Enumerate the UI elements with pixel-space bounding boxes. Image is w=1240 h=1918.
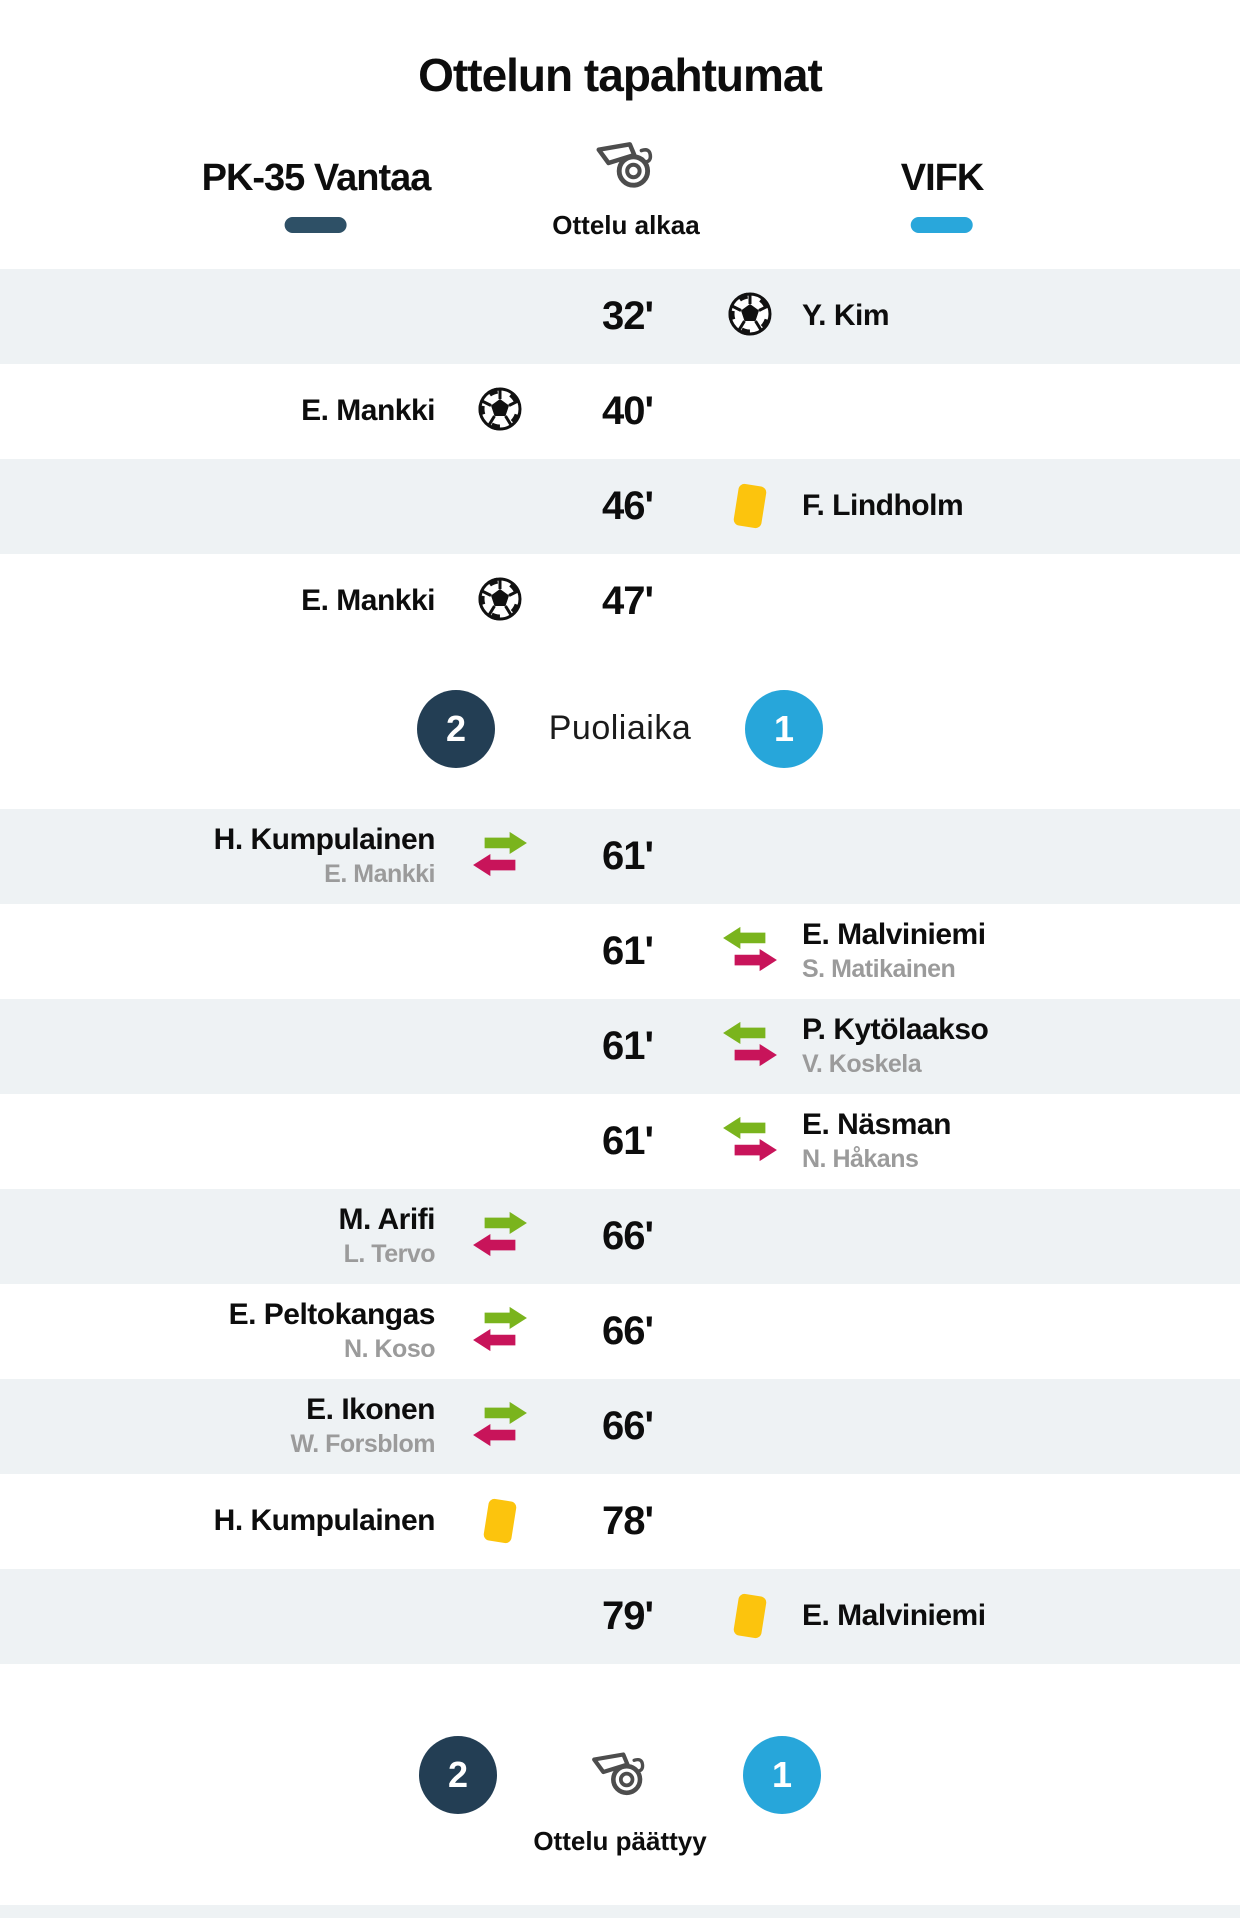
bottom-strip	[0, 1905, 1240, 1918]
event-row-substitution-home: H. Kumpulainen E. Mankki 61'	[0, 808, 1240, 904]
player-name: E. Mankki	[301, 583, 435, 617]
whistle-icon	[594, 141, 658, 195]
kickoff-label: Ottelu alkaa	[552, 209, 700, 240]
halftime-row: 2 Puoliaika 1	[0, 649, 1240, 809]
event-row-goal-home: E. Mankki 47'	[0, 554, 1240, 649]
halftime-away-score-badge: 1	[745, 689, 823, 768]
event-time: 47'	[601, 578, 654, 623]
player-in-name: M. Arifi	[338, 1203, 435, 1237]
player-in-name: E. Peltokangas	[228, 1298, 436, 1332]
home-team: PK-35 Vantaa	[202, 159, 431, 233]
yellow-card-icon	[732, 1593, 768, 1640]
player-name: E. Malviniemi	[802, 1598, 986, 1632]
event-time: 61'	[601, 1023, 654, 1068]
event-row-substitution-away: 61' E. Näsman N. Håkans	[0, 1094, 1240, 1189]
substitution-icon	[471, 1399, 529, 1454]
player-name: F. Lindholm	[802, 488, 964, 522]
player-out-name: E. Mankki	[324, 859, 435, 888]
whistle-icon	[590, 1746, 650, 1803]
event-row-yellow-card-away: 46' F. Lindholm	[0, 458, 1240, 554]
event-time: 78'	[601, 1498, 654, 1543]
event-time: 40'	[601, 388, 654, 433]
event-time: 66'	[601, 1308, 654, 1353]
fulltime-block: 2 1 Ottelu päättyy	[0, 1664, 1240, 1857]
fulltime-away-score-badge: 1	[743, 1735, 821, 1814]
fulltime-label: Ottelu päättyy	[533, 1825, 707, 1856]
event-list: 32' Y. Kim E. Mankki 40'	[0, 268, 1240, 1664]
goal-icon	[478, 387, 522, 436]
event-time: 61'	[601, 833, 654, 878]
away-team: VIFK	[901, 159, 984, 233]
player-in-name: E. Ikonen	[306, 1393, 435, 1427]
halftime-label: Puoliaika	[548, 709, 692, 748]
event-row-goal-home: E. Mankki 40'	[0, 364, 1240, 459]
player-in-name: E. Malviniemi	[802, 918, 986, 952]
goal-icon	[728, 292, 772, 341]
player-out-name: N. Håkans	[802, 1144, 919, 1173]
event-row-substitution-home: M. Arifi L. Tervo 66'	[0, 1188, 1240, 1284]
event-time: 79'	[601, 1593, 654, 1638]
player-name: E. Mankki	[301, 393, 435, 427]
event-row-substitution-away: 61' P. Kytölaakso V. Koskela	[0, 998, 1240, 1094]
player-in-name: E. Näsman	[802, 1108, 951, 1142]
yellow-card-icon	[732, 483, 768, 530]
kickoff-block: Ottelu alkaa	[552, 135, 700, 241]
event-time: 46'	[601, 483, 654, 528]
player-out-name: S. Matikainen	[802, 954, 956, 983]
substitution-icon	[721, 1114, 779, 1169]
event-time: 61'	[601, 928, 654, 973]
event-time: 61'	[601, 1118, 654, 1163]
substitution-icon	[471, 829, 529, 884]
substitution-icon	[471, 1304, 529, 1359]
substitution-icon	[721, 1019, 779, 1074]
event-row-yellow-card-away: 79' E. Malviniemi	[0, 1568, 1240, 1664]
player-in-name: P. Kytölaakso	[802, 1013, 989, 1047]
player-out-name: L. Tervo	[343, 1239, 436, 1268]
away-team-color-bar	[911, 216, 973, 233]
yellow-card-icon	[482, 1498, 518, 1545]
fulltime-home-score-badge: 2	[419, 1735, 497, 1814]
player-out-name: V. Koskela	[802, 1049, 922, 1078]
player-name: Y. Kim	[802, 298, 890, 332]
event-row-substitution-away: 61' E. Malviniemi S. Matikainen	[0, 904, 1240, 999]
substitution-icon	[471, 1209, 529, 1264]
event-time: 32'	[601, 293, 654, 338]
event-time: 66'	[601, 1213, 654, 1258]
home-team-color-bar	[284, 216, 347, 233]
home-team-name: PK-35 Vantaa	[201, 156, 432, 199]
goal-icon	[478, 577, 522, 626]
event-time: 66'	[601, 1403, 654, 1448]
match-header: PK-35 Vantaa Ottelu alkaa VIFK	[0, 109, 1240, 269]
player-out-name: N. Koso	[344, 1334, 435, 1363]
event-row-yellow-card-home: H. Kumpulainen 78'	[0, 1474, 1240, 1569]
event-row-goal-away: 32' Y. Kim	[0, 268, 1240, 364]
player-in-name: H. Kumpulainen	[213, 823, 436, 857]
halftime-home-score-badge: 2	[417, 689, 495, 768]
player-out-name: W. Forsblom	[290, 1429, 436, 1458]
substitution-icon	[721, 924, 779, 979]
page-title: Ottelun tapahtumat	[418, 49, 823, 101]
event-row-substitution-home: E. Ikonen W. Forsblom 66'	[0, 1378, 1240, 1474]
player-name: H. Kumpulainen	[213, 1503, 436, 1537]
away-team-name: VIFK	[900, 156, 985, 199]
event-row-substitution-home: E. Peltokangas N. Koso 66'	[0, 1284, 1240, 1379]
